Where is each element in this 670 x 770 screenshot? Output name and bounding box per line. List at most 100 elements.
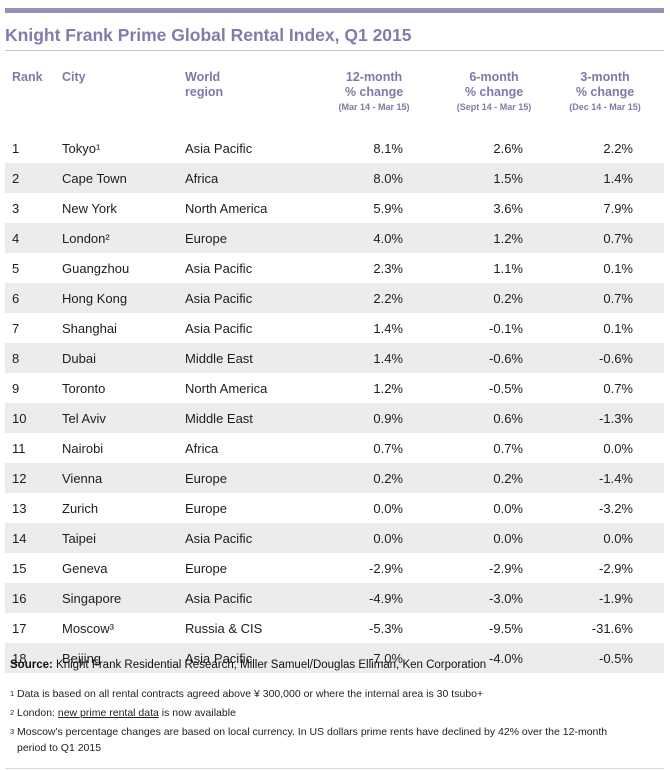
change-12-month-cell: 0.0% [373, 500, 403, 516]
footnote-2-suffix: is now available [158, 707, 236, 719]
region-cell: Asia Pacific [185, 320, 253, 336]
column-header-region-label: World region [185, 70, 224, 99]
table-row: 4 London² Europe 4.0% 1.2% 0.7% [5, 223, 664, 253]
region-cell: Europe [185, 560, 227, 576]
city-cell: Toronto [62, 380, 106, 396]
change-6-month-cell: 1.2% [493, 230, 523, 246]
table-row: 6 Hong Kong Asia Pacific 2.2% 0.2% 0.7% [5, 283, 664, 313]
rental-index-table: Rank City World region 12-month % change… [5, 62, 664, 673]
change-6-month-cell: 3.6% [493, 200, 523, 216]
rank-cell: 3 [12, 200, 20, 216]
footnote-3-superscript: 3 [10, 727, 15, 736]
title-divider [5, 50, 664, 51]
column-header-6-month: 6-month % change (Sept 14 - Mar 15) [435, 62, 553, 133]
footnote-3-line1: Moscow's percentage changes are based on… [17, 726, 608, 738]
footnote-1: 1 Data is based on all rental contracts a… [10, 686, 658, 705]
change-12-month-cell: 1.4% [373, 320, 403, 336]
city-cell: London² [62, 230, 110, 246]
rank-cell: 16 [12, 590, 27, 606]
footnote-2-prefix: London: [17, 707, 58, 719]
rank-cell: 5 [12, 260, 20, 276]
rank-cell: 8 [12, 350, 20, 366]
region-cell: North America [185, 200, 268, 216]
change-6-month-cell: 0.6% [493, 410, 523, 426]
change-12-month-cell: 5.9% [373, 200, 403, 216]
table-body: 1 Tokyo¹ Asia Pacific 8.1% 2.6% 2.2% 2 C… [5, 133, 664, 673]
column-header-6-month-period: (Sept 14 - Mar 15) [456, 102, 532, 112]
region-cell: Middle East [185, 410, 253, 426]
footnote-2-text: London: new prime rental data is now ava… [17, 705, 653, 721]
source-text: Knight Frank Residential Research, Mille… [52, 659, 487, 671]
rank-cell: 18 [12, 650, 27, 666]
city-cell: Nairobi [62, 440, 104, 456]
region-cell: Asia Pacific [185, 530, 253, 546]
source-label: Source: [10, 659, 53, 671]
city-cell: Beijing [62, 650, 102, 666]
change-12-month-cell: 0.7% [373, 440, 403, 456]
table-row: 7 Shanghai Asia Pacific 1.4% -0.1% 0.1% [5, 313, 664, 343]
city-cell: Cape Town [62, 170, 127, 186]
table-row: 14 Taipei Asia Pacific 0.0% 0.0% 0.0% [5, 523, 664, 553]
rank-cell: 13 [12, 500, 27, 516]
change-3-month-cell: -3.2% [599, 500, 633, 516]
new-prime-rental-data-link[interactable]: new prime rental data [57, 707, 159, 719]
change-6-month-cell: 2.6% [493, 140, 523, 156]
change-3-month-cell: 2.2% [603, 140, 633, 156]
change-12-month-cell: 0.0% [373, 530, 403, 546]
region-cell: Africa [185, 170, 219, 186]
change-12-month-cell: 1.4% [373, 350, 403, 366]
column-header-3-month-label: 3-month % change [575, 70, 635, 99]
change-6-month-cell: 0.0% [493, 500, 523, 516]
rank-cell: 15 [12, 560, 27, 576]
region-cell: North America [185, 380, 268, 396]
change-6-month-cell: 0.7% [493, 440, 523, 456]
region-cell: Africa [185, 440, 219, 456]
change-3-month-cell: -0.5% [599, 650, 633, 666]
page-title: Knight Frank Prime Global Rental Index, … [5, 25, 412, 45]
change-3-month-cell: -1.3% [599, 410, 633, 426]
column-header-12-month-label: 12-month % change [344, 70, 404, 99]
change-6-month-cell: -3.0% [489, 590, 523, 606]
footnote-1-text: Data is based on all rental contracts ag… [17, 688, 484, 700]
change-6-month-cell: -0.1% [489, 320, 523, 336]
change-3-month-cell: -2.9% [599, 560, 633, 576]
change-12-month-cell: 8.1% [373, 140, 403, 156]
change-12-month-cell: 2.2% [373, 290, 403, 306]
rank-cell: 1 [12, 140, 20, 156]
footnote-3-text: Moscow's percentage changes are based on… [17, 724, 653, 756]
table-row: 15 Geneva Europe -2.9% -2.9% -2.9% [5, 553, 664, 583]
change-12-month-cell: 1.2% [373, 380, 403, 396]
city-cell: Moscow³ [62, 620, 115, 636]
region-cell: Asia Pacific [185, 590, 253, 606]
table-row: 17 Moscow³ Russia & CIS -5.3% -9.5% -31.… [5, 613, 664, 643]
rank-cell: 11 [12, 440, 26, 456]
table-row: 9 Toronto North America 1.2% -0.5% 0.7% [5, 373, 664, 403]
change-3-month-cell: -31.6% [591, 620, 633, 636]
change-12-month-cell: 0.2% [373, 470, 403, 486]
table-row: 16 Singapore Asia Pacific -4.9% -3.0% -1… [5, 583, 664, 613]
table-row: 8 Dubai Middle East 1.4% -0.6% -0.6% [5, 343, 664, 373]
rank-cell: 6 [12, 290, 20, 306]
city-cell: Dubai [62, 350, 96, 366]
change-3-month-cell: 0.0% [603, 440, 633, 456]
table-row: 5 Guangzhou Asia Pacific 2.3% 1.1% 0.1% [5, 253, 664, 283]
change-3-month-cell: -1.4% [599, 470, 633, 486]
footnote-3: 3 Moscow's percentage changes are based o… [10, 724, 658, 756]
column-header-3-month: 3-month % change (Dec 14 - Mar 15) [553, 62, 664, 133]
change-3-month-cell: 0.7% [603, 230, 633, 246]
city-cell: Zurich [62, 500, 99, 516]
rank-cell: 10 [12, 410, 27, 426]
change-3-month-cell: -1.9% [599, 590, 633, 606]
change-6-month-cell: 1.5% [493, 170, 523, 186]
change-3-month-cell: 0.7% [603, 290, 633, 306]
change-3-month-cell: 0.0% [603, 530, 633, 546]
change-6-month-cell: -4.0% [489, 650, 523, 666]
rank-cell: 14 [12, 530, 27, 546]
table-row: 1 Tokyo¹ Asia Pacific 8.1% 2.6% 2.2% [5, 133, 664, 163]
region-cell: Europe [185, 470, 227, 486]
city-cell: Tel Aviv [62, 410, 106, 426]
city-cell: Tokyo¹ [62, 140, 101, 156]
city-cell: Geneva [62, 560, 108, 576]
change-6-month-cell: -0.6% [489, 350, 523, 366]
